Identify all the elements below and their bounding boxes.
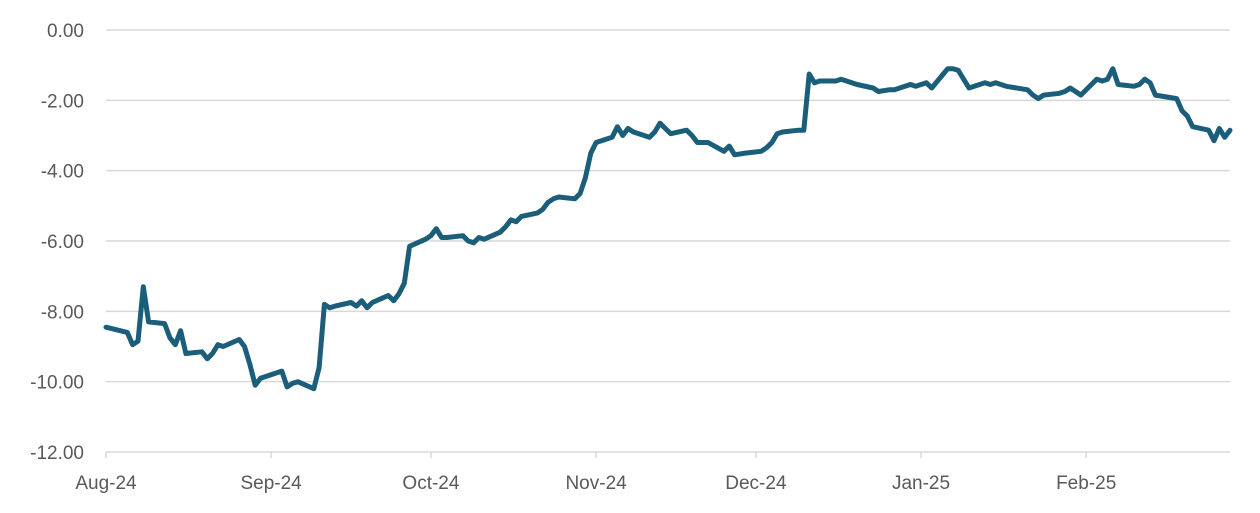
x-tick-label: Jan-25 bbox=[892, 473, 950, 494]
x-tick-label: Sep-24 bbox=[240, 473, 302, 494]
y-tick-label: -2.00 bbox=[41, 91, 84, 112]
y-tick-label: -12.00 bbox=[30, 443, 84, 464]
x-tick-label: Oct-24 bbox=[402, 473, 459, 494]
x-tick-label: Dec-24 bbox=[725, 473, 787, 494]
series-layer bbox=[103, 66, 1233, 392]
series-line bbox=[103, 66, 1233, 392]
y-tick-label: -10.00 bbox=[30, 373, 84, 394]
y-tick-label: -6.00 bbox=[41, 232, 84, 253]
y-tick-label: -8.00 bbox=[41, 302, 84, 323]
x-tick-label: Nov-24 bbox=[565, 473, 627, 494]
y-axis-tick-labels: 0.00 -2.00 -4.00 -6.00 -8.00 -10.00 -12.00 bbox=[30, 21, 84, 464]
x-axis-tick-labels: Aug-24 Sep-24 Oct-24 Nov-24 Dec-24 Jan-25 Feb-… bbox=[75, 473, 1116, 494]
x-tick-label: Feb-25 bbox=[1056, 473, 1116, 494]
x-tick-label: Aug-24 bbox=[75, 473, 137, 494]
y-tick-label: -4.00 bbox=[41, 162, 84, 183]
y-tick-label: 0.00 bbox=[47, 21, 84, 42]
